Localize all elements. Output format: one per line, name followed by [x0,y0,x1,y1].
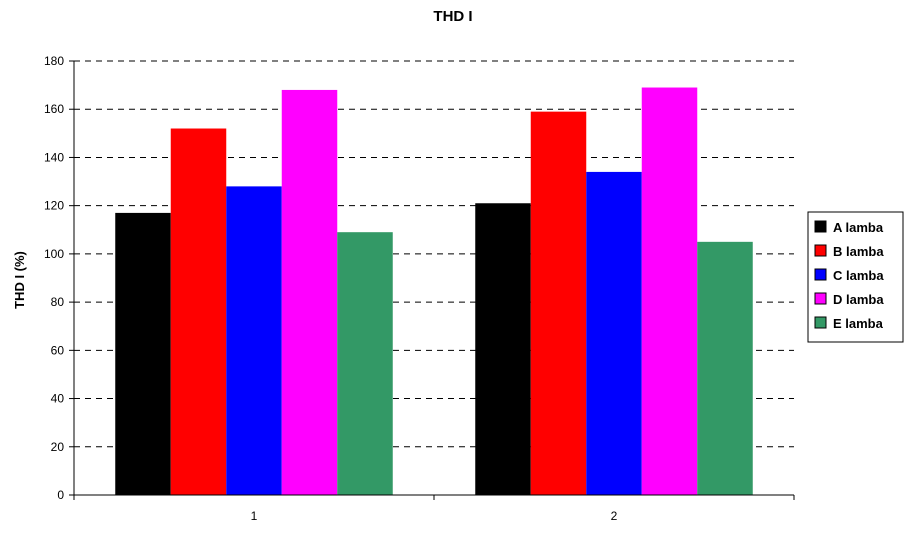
bar-c-lamba-cat-2 [586,171,642,495]
y-tick-label: 140 [44,150,64,164]
y-tick-label: 80 [51,295,65,309]
chart-title: THD I [433,8,472,25]
bar-b-lamba-cat-1 [170,128,227,495]
axes: 0 20 40 60 80 100 120 140 160 180 1 2 [44,54,795,523]
bar-d-lamba-cat-2 [641,87,698,496]
y-tick-label: 100 [44,247,64,261]
y-tick-label: 120 [44,199,64,213]
legend: A lamba B lamba C lamba D lamba E lamba [807,211,904,343]
legend-label: E lamba [833,316,884,331]
y-tick-label: 20 [51,440,65,454]
legend-swatch [814,220,827,233]
legend-swatch [814,292,827,305]
bar-e-lamba-cat-2 [697,241,753,495]
x-tick-label: 1 [251,509,258,523]
y-tick-label: 40 [51,392,65,406]
y-tick-label: 0 [57,488,64,502]
y-axis-label: THD I (%) [12,251,27,309]
bar-d-lamba-cat-1 [281,89,338,495]
y-tick-label: 180 [44,54,64,68]
bars [115,87,753,496]
bar-a-lamba-cat-1 [115,212,171,495]
x-tick-label: 2 [611,509,618,523]
legend-label: A lamba [833,220,884,235]
legend-swatch [814,316,827,329]
legend-label: C lamba [833,268,884,283]
legend-swatch [814,244,827,257]
legend-label: B lamba [833,244,884,259]
bar-e-lamba-cat-1 [337,232,393,495]
y-tick-label: 60 [51,343,65,357]
y-tick-label: 160 [44,102,64,116]
legend-swatch [814,268,827,281]
bar-b-lamba-cat-2 [530,111,587,495]
bar-c-lamba-cat-1 [226,186,282,495]
legend-label: D lamba [833,292,884,307]
bar-a-lamba-cat-2 [475,203,531,495]
